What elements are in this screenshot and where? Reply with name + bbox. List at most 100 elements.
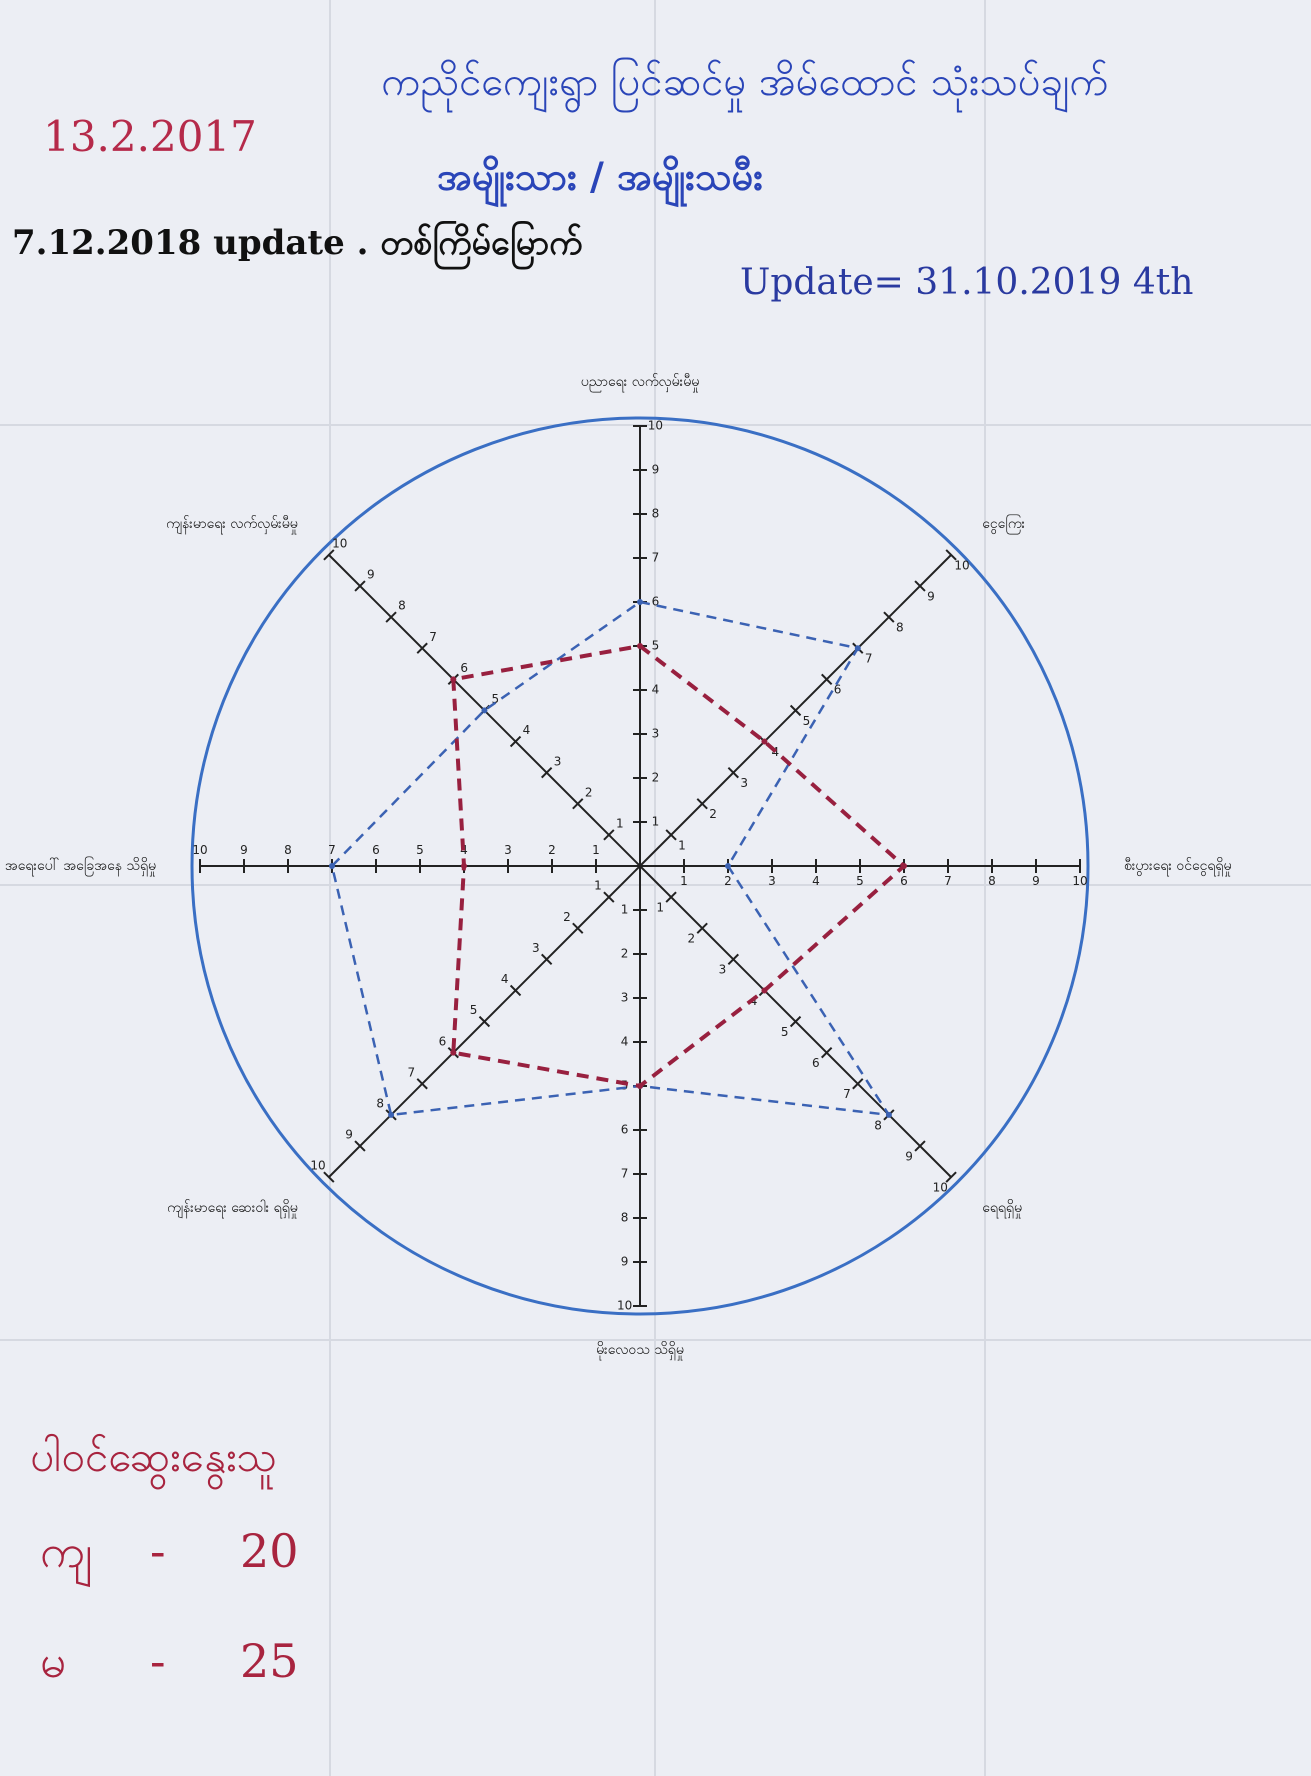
tick-label: 3 [532,941,540,955]
data-point [637,599,643,605]
axis-label: ကျန်းမာရေး လက်လှမ်းမီမှု [166,516,298,534]
data-point [450,676,456,682]
tick-label: 3 [554,754,562,768]
tick-label: 3 [719,963,727,977]
tick-label: 3 [740,776,748,790]
tick-label: 2 [548,843,556,857]
tick-label: 9 [927,589,935,603]
tick-label: 7 [944,874,952,888]
tick-label: 7 [843,1087,851,1101]
axis-label: အရေးပေါ် အခြေအနေ သိရှိမှု [5,857,156,876]
tick-label: 4 [501,972,509,986]
tick-label: 7 [652,551,660,565]
tick-label: 5 [803,714,811,728]
data-point [761,987,767,993]
tick-label: 6 [812,1056,820,1070]
tick-label: 10 [1072,874,1087,888]
tick-label: 2 [652,771,660,785]
tick-label: 8 [896,620,904,634]
tick-label: 5 [416,843,424,857]
tick-label: 8 [376,1097,384,1111]
tick-label: 5 [652,639,660,653]
tick-label: 8 [988,874,996,888]
participant-label: မ [40,1634,66,1688]
tick-label: 1 [616,816,624,830]
tick-label: 8 [874,1118,882,1132]
data-point [637,1083,643,1089]
tick-label: 1 [621,903,629,917]
data-point [481,707,487,713]
tick-label: 9 [652,463,660,477]
tick-label: 7 [328,843,336,857]
tick-label: 2 [563,910,571,924]
axis-label: ရေရရှိမှု [982,1200,1022,1218]
tick-label: 9 [345,1128,353,1142]
update-note: 7.12.2018 update . တစ်ကြိမ်မြောက် [12,222,582,270]
axis-label: မိုးလေဝသ သိရှိမှု [596,1342,684,1360]
data-point [637,643,643,649]
tick-label: 10 [648,419,663,433]
tick-label: 10 [954,558,969,572]
tick-label: 3 [768,874,776,888]
data-point [725,863,731,869]
tick-label: 10 [310,1159,325,1173]
tick-label: 8 [652,507,660,521]
tick-label: 2 [709,807,717,821]
data-point [901,863,907,869]
tick-label: 1 [678,838,686,852]
data-point [461,863,467,869]
dash: - [150,1634,166,1688]
tick-label: 5 [856,874,864,888]
tick-label: 10 [332,536,347,550]
tick-label: 3 [504,843,512,857]
axis-label: ကျန်းမာရေး ဆေးဝါး ရရှိမှု [167,1200,298,1218]
tick-label: 6 [834,683,842,697]
tick-label: 3 [652,727,660,741]
tick-label: 7 [408,1065,416,1079]
tick-label: 6 [460,661,468,675]
tick-label: 2 [585,785,593,799]
tick-label: 9 [367,568,375,582]
tick-label: 9 [240,843,248,857]
axis-label: ပညာရေး လက်လှမ်းမီမှု [581,374,699,392]
tick-label: 5 [470,1003,478,1017]
tick-label: 6 [621,1123,629,1137]
axis-label: ငွေကြေး [982,515,1025,534]
tick-label: 10 [192,843,207,857]
tick-label: 1 [656,901,664,915]
tick-label: 2 [688,932,696,946]
tick-label: 10 [933,1181,948,1195]
tick-label: 9 [621,1255,629,1269]
tick-label: 9 [1032,874,1040,888]
tick-label: 6 [372,843,380,857]
data-point [761,739,767,745]
tick-label: 3 [621,991,629,1005]
update-note: Update= 31.10.2019 4th [740,262,1193,303]
data-point [886,1112,892,1118]
data-point [450,1050,456,1056]
paper: ကညိုင်ကျေးရွာ ပြင်ဆင်မှု အိမ်ထောင် သုံးသ… [0,0,1311,1776]
tick-label: 7 [429,630,437,644]
participant-count: 25 [240,1634,299,1688]
tick-label: 7 [621,1167,629,1181]
tick-label: 5 [781,1025,789,1039]
tick-label: 2 [621,947,629,961]
tick-label: 6 [900,874,908,888]
tick-label: 4 [812,874,820,888]
tick-label: 1 [594,879,602,893]
date: 13.2.2017 [43,112,257,161]
tick-label: 7 [865,652,873,666]
tick-label: 4 [621,1035,629,1049]
tick-label: 4 [652,683,660,697]
data-point [388,1112,394,1118]
tick-label: 8 [284,843,292,857]
tick-label: 10 [617,1299,632,1313]
tick-label: 9 [905,1149,913,1163]
participant-count: 20 [240,1524,299,1578]
tick-label: 1 [592,843,600,857]
data-point [329,863,335,869]
tick-label: 1 [680,874,688,888]
tick-label: 8 [621,1211,629,1225]
tick-label: 1 [652,815,660,829]
axis-label: စီးပွားရေး ဝင်ငွေရရှိမှု [1124,858,1232,876]
